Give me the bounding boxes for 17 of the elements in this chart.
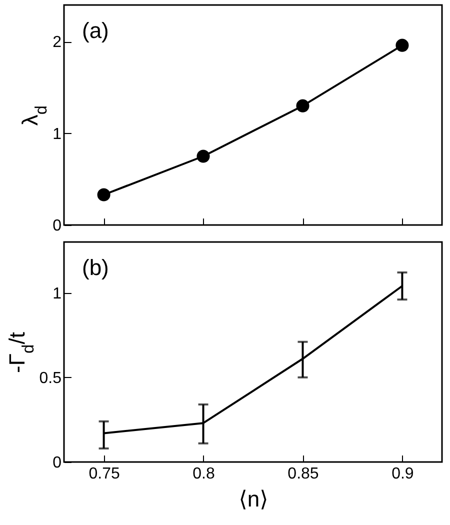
annotation: (b): [82, 255, 109, 280]
x-tick-label: 0.9: [392, 466, 414, 482]
x-tick-label: 0.8: [192, 466, 215, 482]
point: [396, 38, 409, 52]
point: [196, 150, 210, 163]
y-tick-label: 2: [52, 34, 62, 52]
y-tick-label: 1: [52, 126, 62, 143]
x-tick-label: 0.75: [88, 466, 120, 482]
x-axis-title: ⟨n⟩: [238, 486, 268, 512]
annotation: (a): [82, 18, 109, 43]
point: [97, 188, 110, 202]
x-tick-label: 0.85: [288, 466, 319, 482]
y-tick-label: 0: [52, 218, 62, 234]
y-tick-label: 1: [52, 285, 62, 302]
point: [296, 99, 310, 112]
y-tick-label: 0: [52, 454, 62, 472]
y-tick-label: 0.5: [39, 370, 62, 387]
